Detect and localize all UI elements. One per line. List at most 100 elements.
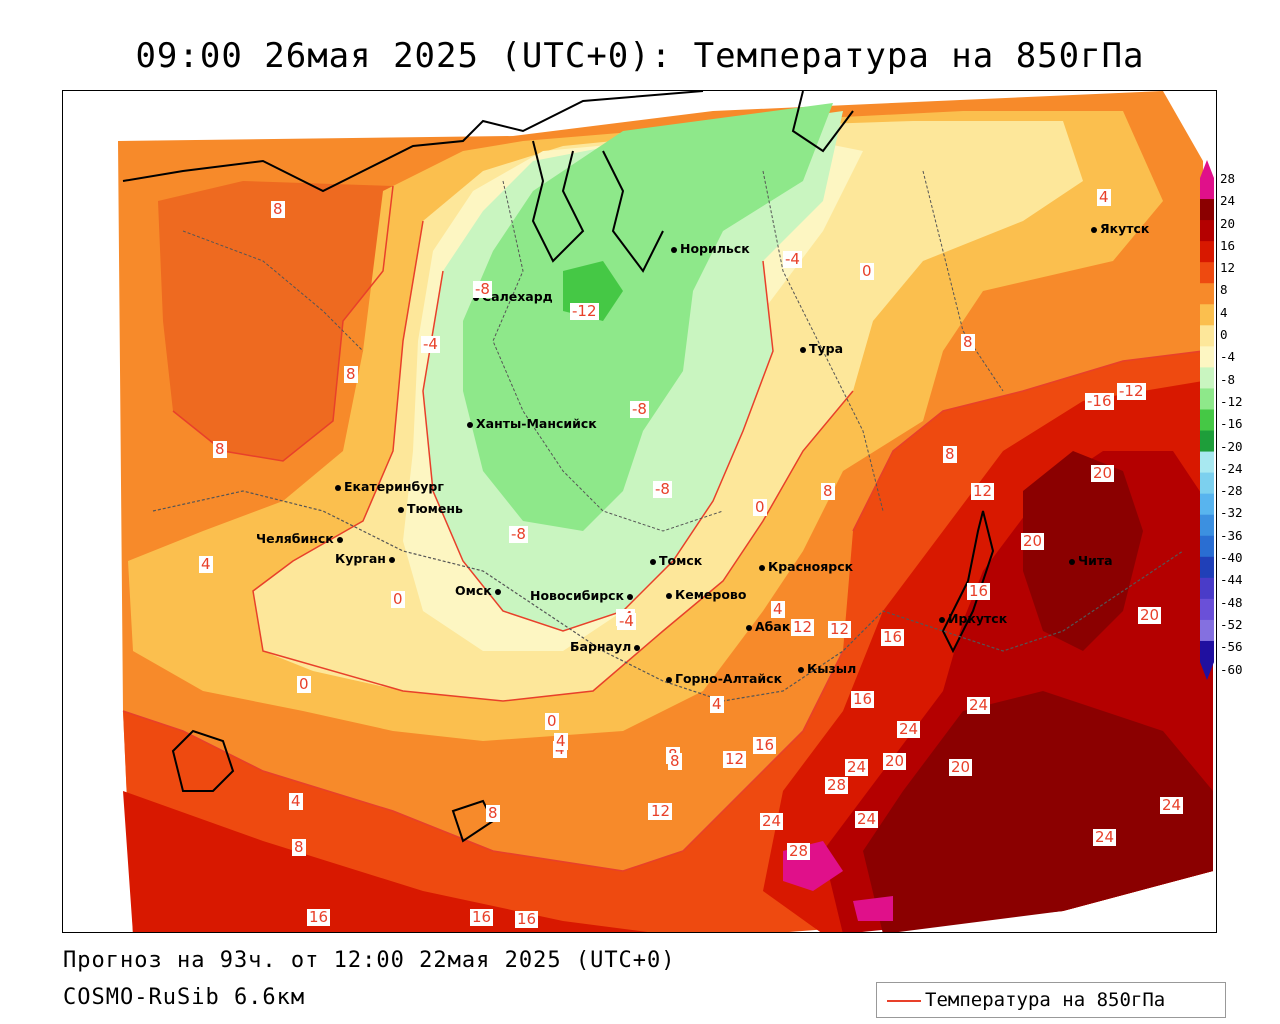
city-dot xyxy=(671,246,677,253)
colorbar-swatch xyxy=(1200,451,1214,474)
isoline-label: 0 xyxy=(297,675,311,693)
isoline-label: -8 xyxy=(630,400,649,418)
isoline-label: 16 xyxy=(881,628,905,646)
isoline-label: 4 xyxy=(289,792,303,810)
city-dot xyxy=(494,588,501,595)
colorbar-swatch xyxy=(1200,262,1214,284)
temperature-field xyxy=(63,91,1216,932)
isoline-label: 0 xyxy=(391,590,405,608)
colorbar-swatch xyxy=(1200,409,1214,432)
colorbar-tick-label: -48 xyxy=(1220,594,1243,610)
city-dot xyxy=(1091,226,1097,233)
legend-line-swatch xyxy=(887,1000,921,1002)
city-label: Кемерово xyxy=(675,587,747,602)
city-dot xyxy=(388,556,395,563)
forecast-map: Норильск Салехард Тура Якутск Ханты-Манс… xyxy=(62,90,1217,933)
isoline-label: 8 xyxy=(821,482,835,500)
colorbar-swatch xyxy=(1200,367,1214,389)
colorbar-swatch xyxy=(1200,556,1214,579)
isoline-label: -12 xyxy=(570,302,599,320)
colorbar-tick-label: -32 xyxy=(1220,505,1243,521)
isoline-label: 16 xyxy=(753,736,777,754)
city-dot xyxy=(666,592,672,599)
city-dot xyxy=(800,346,806,353)
city-chita: Чита xyxy=(1069,553,1113,568)
colorbar-swatch xyxy=(1200,346,1214,368)
city-label: Омск xyxy=(455,583,492,598)
colorbar-swatch xyxy=(1200,430,1214,453)
isoline-label: 28 xyxy=(825,776,849,794)
colorbar-swatch xyxy=(1200,220,1214,242)
colorbar-tick-label: -36 xyxy=(1220,527,1243,543)
isoline-label: 4 xyxy=(771,600,785,618)
colorbar-swatch xyxy=(1200,178,1214,200)
city-label: Томск xyxy=(659,553,703,568)
legend: Температура на 850гПа xyxy=(876,982,1226,1018)
forecast-info: Прогноз на 93ч. от 12:00 22мая 2025 (UTC… xyxy=(63,948,676,973)
isoline-label: 24 xyxy=(1160,796,1184,814)
city-dot xyxy=(398,506,404,513)
isoline-label: -4 xyxy=(421,335,440,353)
model-name: COSMO-RuSib 6.6км xyxy=(63,985,306,1010)
colorbar-tick-label: 16 xyxy=(1220,237,1236,253)
city-label: Тура xyxy=(809,341,844,356)
map-title: 09:00 26мая 2025 (UTC+0): Температура на… xyxy=(135,36,1145,76)
colorbar-tick-label: -16 xyxy=(1220,416,1243,432)
city-dot xyxy=(666,676,672,683)
city-dot xyxy=(336,536,343,543)
colorbar xyxy=(1200,160,1214,680)
city-omsk: Омск xyxy=(455,583,504,598)
colorbar-tick-label: -12 xyxy=(1220,393,1243,409)
city-krasnoyarsk: Красноярск xyxy=(759,559,853,574)
colorbar-swatch xyxy=(1200,472,1214,495)
isoline-label: 16 xyxy=(515,910,539,928)
isoline-label: 0 xyxy=(860,262,874,280)
colorbar-tick-label: 4 xyxy=(1220,304,1228,320)
isoline-label: 24 xyxy=(760,812,784,830)
city-label: Екатеринбург xyxy=(344,479,444,494)
city-khanty-mansiysk: Ханты-Мансийск xyxy=(467,416,597,431)
isoline-label: -16 xyxy=(1085,392,1114,410)
isoline-label: 20 xyxy=(1021,532,1045,550)
colorbar-tick-label: -40 xyxy=(1220,550,1243,566)
city-dot xyxy=(759,564,765,571)
colorbar-swatch xyxy=(1200,640,1214,663)
isoline-label: 4 xyxy=(199,555,213,573)
city-label: Якутск xyxy=(1100,221,1150,236)
isoline-label: 12 xyxy=(723,750,747,768)
city-label: Барнаул xyxy=(570,639,632,654)
colorbar-swatch xyxy=(1200,241,1214,263)
isoline-label: 0 xyxy=(753,498,767,516)
isoline-label: 8 xyxy=(344,365,358,383)
city-label: Ханты-Мансийск xyxy=(476,416,597,431)
isoline-label: 0 xyxy=(545,712,559,730)
city-kurgan: Курган xyxy=(335,551,398,566)
colorbar-swatch xyxy=(1200,388,1214,410)
colorbar-tick-label: -44 xyxy=(1220,572,1243,588)
city-yakutsk: Якутск xyxy=(1091,221,1149,236)
isoline-label: -8 xyxy=(653,480,672,498)
colorbar-swatch xyxy=(1200,598,1214,621)
city-label: Новосибирск xyxy=(530,588,625,603)
colorbar-tick-label: 20 xyxy=(1220,215,1236,231)
city-label: Курган xyxy=(335,551,386,566)
isoline-label: 20 xyxy=(1091,464,1115,482)
city-label: Челябинск xyxy=(256,531,334,546)
city-dot xyxy=(627,593,634,600)
city-label: Норильск xyxy=(680,241,750,256)
city-dot xyxy=(1069,558,1075,565)
city-label: Тюмень xyxy=(407,501,463,516)
isoline-label: 12 xyxy=(971,482,995,500)
isoline-label: 24 xyxy=(855,810,879,828)
city-dot xyxy=(798,666,804,673)
isoline-label: 8 xyxy=(486,804,500,822)
colorbar-swatch xyxy=(1200,493,1214,516)
isoline-label: -4 xyxy=(783,250,802,268)
isoline-label: 8 xyxy=(961,333,975,351)
colorbar-tick-label: -56 xyxy=(1220,639,1243,655)
city-gorno-altaysk: Горно-Алтайск xyxy=(666,671,782,686)
isoline-label: -8 xyxy=(473,280,492,298)
isoline-label: 24 xyxy=(967,696,991,714)
city-label: Горно-Алтайск xyxy=(675,671,783,686)
isoline-label: 24 xyxy=(1093,828,1117,846)
